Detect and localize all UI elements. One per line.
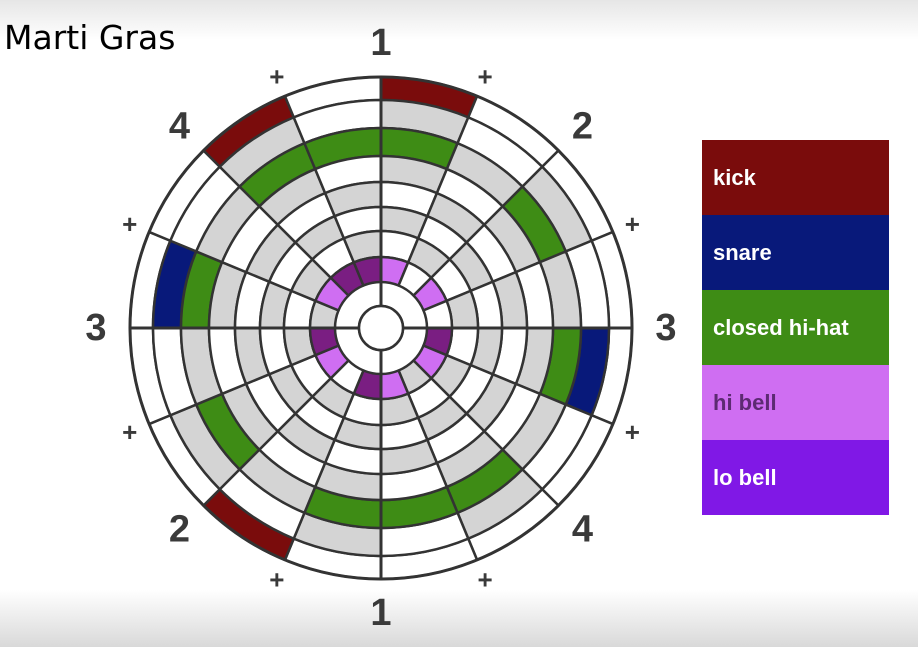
legend-label: snare	[713, 239, 772, 265]
beat-label: 4	[169, 106, 190, 148]
legend-item-lo-bell: lo bell	[702, 440, 889, 515]
legend-item-hi-bell: hi bell	[702, 365, 889, 440]
legend-label: closed hi-hat	[713, 314, 849, 340]
legend-label: kick	[713, 164, 756, 190]
beat-label: 3	[655, 307, 676, 349]
offbeat-plus-label: +	[478, 564, 493, 594]
beat-label: 1	[370, 22, 391, 64]
legend-item-closed-hi-hat: closed hi-hat	[702, 290, 889, 365]
offbeat-plus-label: +	[122, 209, 137, 239]
legend-item-kick: kick	[702, 140, 889, 215]
beat-label: 1	[370, 592, 391, 634]
offbeat-plus-label: +	[122, 417, 137, 447]
offbeat-plus-label: +	[269, 62, 284, 92]
wheel-center-hole-top	[357, 304, 405, 352]
offbeat-plus-label: +	[478, 62, 493, 92]
legend-item-snare: snare	[702, 215, 889, 290]
legend-label: lo bell	[713, 464, 777, 490]
beat-label: 3	[85, 307, 106, 349]
beat-label: 2	[572, 106, 593, 148]
offbeat-plus-label: +	[625, 417, 640, 447]
beat-label: 2	[169, 509, 190, 551]
legend-label: hi bell	[713, 389, 777, 415]
instrument-legend: kick snare closed hi-hat hi bell lo bell	[702, 140, 889, 515]
beat-label: 4	[572, 509, 593, 551]
page-title: Marti Gras	[4, 18, 176, 57]
wheel-segments	[128, 75, 634, 581]
beat-labels: 1 2 3 4 1 2 3 4 + + + + + + + +	[85, 22, 676, 634]
offbeat-plus-label: +	[625, 209, 640, 239]
wheel-spokes	[130, 77, 632, 579]
offbeat-plus-label: +	[269, 564, 284, 594]
